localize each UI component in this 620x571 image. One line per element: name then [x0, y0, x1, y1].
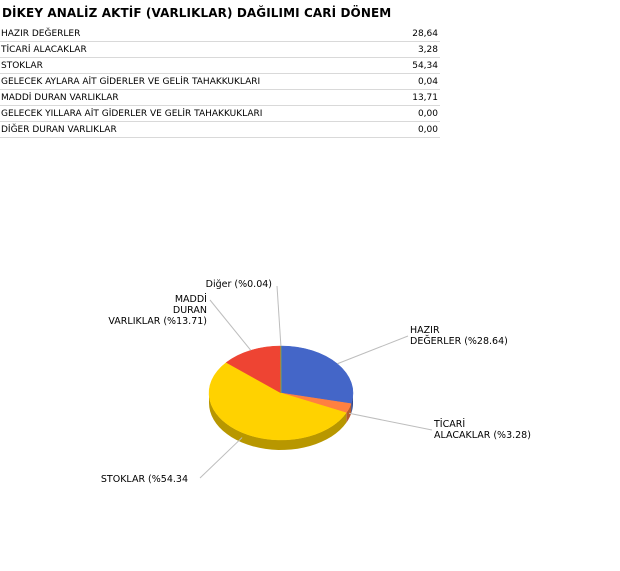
- pie-side-2: [209, 393, 347, 450]
- leader-line-0: [337, 335, 409, 365]
- pie-side-1: [346, 403, 352, 423]
- slice-label-line: MADDİ: [175, 294, 207, 305]
- row-value: 28,64: [396, 26, 440, 42]
- row-label: HAZIR DEĞERLER: [0, 26, 397, 42]
- slice-label-line: HAZIR: [410, 325, 440, 336]
- row-value: 13,71: [396, 89, 440, 106]
- pie-slice-3: [225, 345, 282, 394]
- row-label: GELECEK YILLARA AİT GİDERLER VE GELİR TA…: [0, 105, 397, 122]
- pie-sides: [209, 393, 353, 450]
- table-row: HAZIR DEĞERLER 28,64: [0, 26, 440, 42]
- table-row: DİĞER DURAN VARLIKLAR 0,00: [0, 121, 440, 138]
- row-value: 54,34: [396, 57, 440, 74]
- row-label: TİCARİ ALACAKLAR: [0, 41, 397, 58]
- slice-label-4: Diğer (%0.04): [206, 279, 272, 290]
- row-value: 3,28: [396, 41, 440, 58]
- row-label: GELECEK AYLARA AİT GİDERLER VE GELİR TAH…: [0, 73, 397, 90]
- slice-label-line: TİCARİ: [433, 419, 465, 430]
- table-row: MADDİ DURAN VARLIKLAR 13,71: [0, 89, 440, 106]
- slice-label-1: TİCARİ ALACAKLAR (%3.28): [433, 419, 531, 441]
- pie-slice-2: [208, 362, 347, 441]
- slice-label-line: DEĞERLER (%28.64): [410, 335, 508, 347]
- slice-label-0: HAZIR DEĞERLER (%28.64): [410, 325, 508, 347]
- slice-label-line: STOKLAR (%54.34: [101, 474, 188, 485]
- slice-label-line: VARLIKLAR (%13.71): [108, 316, 207, 327]
- table-row: TİCARİ ALACAKLAR 3,28: [0, 41, 440, 58]
- row-value: 0,00: [396, 105, 440, 122]
- slice-label-2: STOKLAR (%54.34: [101, 474, 188, 485]
- slice-label-3: MADDİ DURAN VARLIKLAR (%13.71): [108, 294, 207, 327]
- leader-line-4: [276, 285, 282, 347]
- slice-label-line: Diğer (%0.04): [206, 279, 272, 290]
- data-table: HAZIR DEĞERLER 28,64 TİCARİ ALACAKLAR 3,28 S…: [0, 26, 440, 138]
- leader-line-1: [348, 412, 433, 431]
- slice-label-line: ALACAKLAR (%3.28): [434, 430, 531, 441]
- leader-line-2: [199, 437, 243, 479]
- pie-side-0: [351, 393, 353, 414]
- slice-label-line: DURAN: [173, 305, 207, 316]
- row-value: 0,00: [396, 121, 440, 138]
- pie-slice-0: [280, 345, 354, 404]
- table-row: STOKLAR 54,34: [0, 57, 440, 74]
- row-label: STOKLAR: [0, 57, 397, 74]
- table-row: GELECEK YILLARA AİT GİDERLER VE GELİR TA…: [0, 105, 440, 122]
- row-value: 0,04: [396, 73, 440, 90]
- row-label: MADDİ DURAN VARLIKLAR: [0, 89, 397, 106]
- row-label: DİĞER DURAN VARLIKLAR: [0, 121, 397, 138]
- page-title: DİKEY ANALİZ AKTİF (VARLIKLAR) DAĞILIMI …: [2, 6, 392, 20]
- leader-line-3: [209, 299, 252, 351]
- table-row: GELECEK AYLARA AİT GİDERLER VE GELİR TAH…: [0, 73, 440, 90]
